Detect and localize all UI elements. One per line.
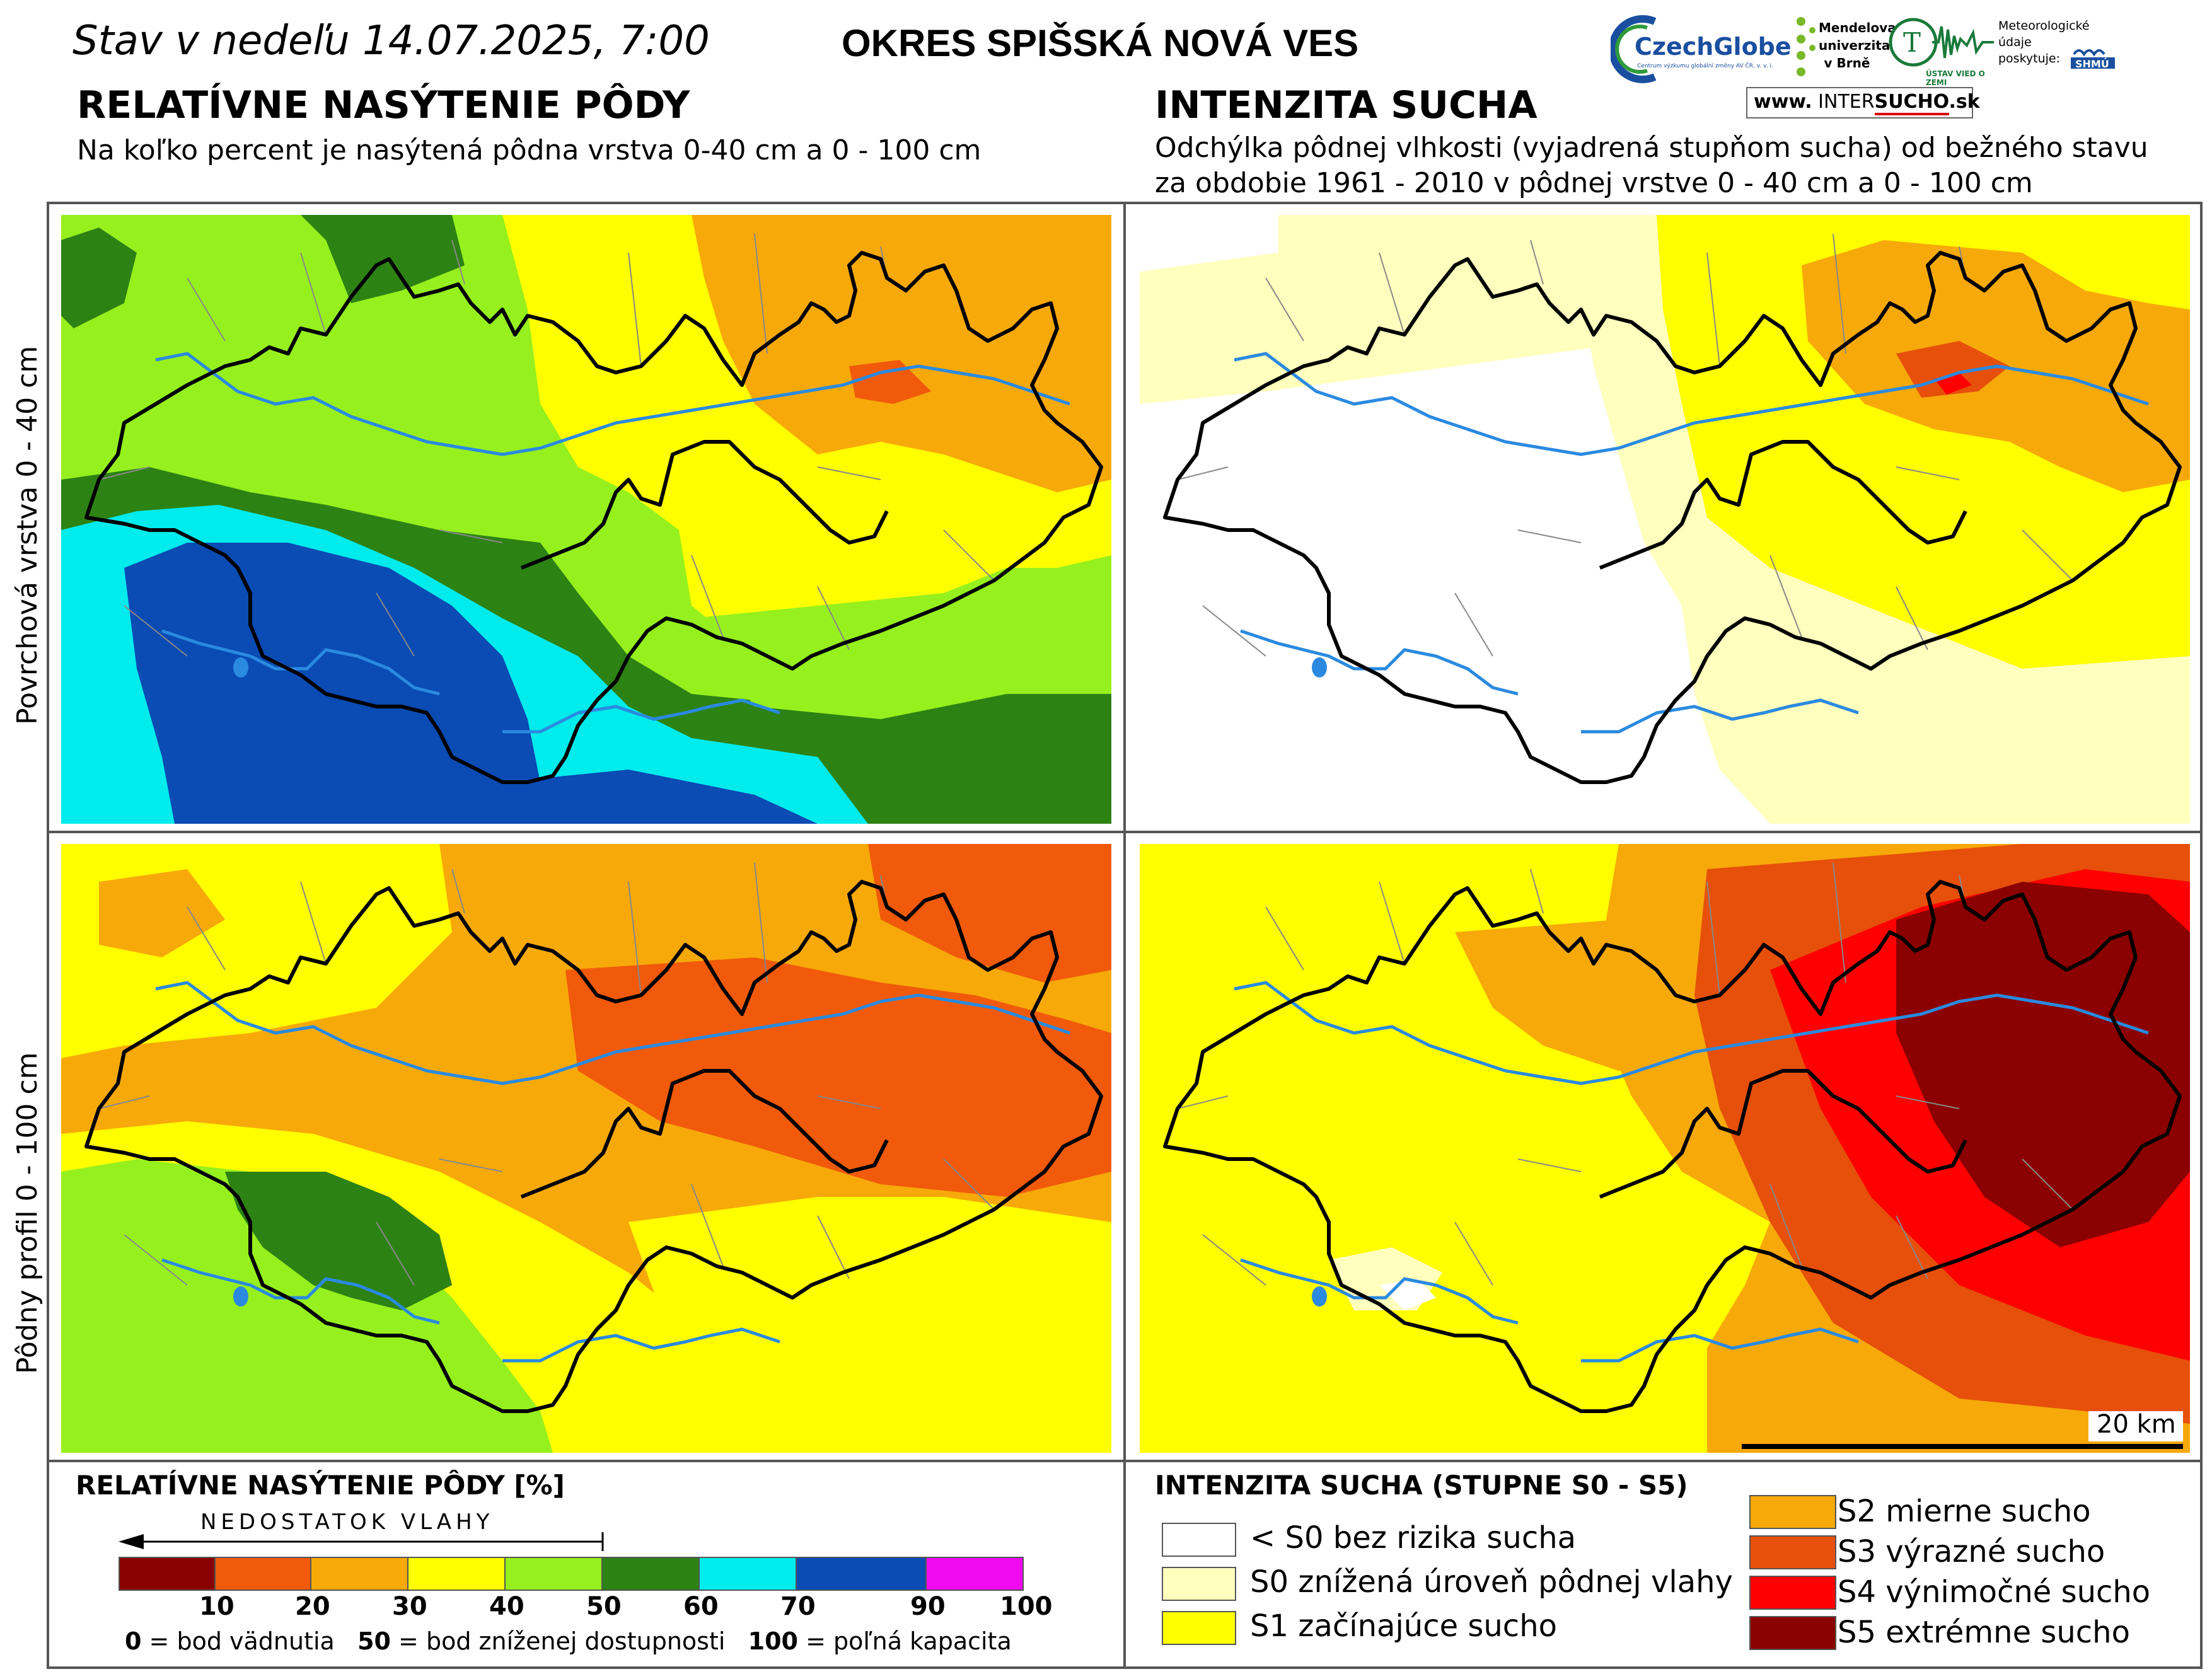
drought-swatch-s4 bbox=[1749, 1576, 1836, 1610]
drought-label-s5: S5 extrémne sucho bbox=[1838, 1615, 2130, 1650]
mendelu-name: Mendelova univerzita v Brně bbox=[1819, 20, 1896, 71]
drought-swatch-s2 bbox=[1749, 1495, 1836, 1529]
map-saturation-profile-svg bbox=[61, 844, 1111, 1453]
map-drought-profile-svg bbox=[1140, 844, 2190, 1453]
intersucho-inter: INTER bbox=[1818, 91, 1875, 113]
note-100-text: = poľná kapacita bbox=[798, 1627, 1012, 1655]
mendelu-dots-icon bbox=[1797, 17, 1815, 76]
map-drought-topsoil bbox=[1140, 215, 2190, 824]
drought-swatch-s0 bbox=[1162, 1567, 1236, 1601]
saturation-colorbar bbox=[119, 1557, 1026, 1591]
tick-100: 100 bbox=[1000, 1592, 1053, 1621]
note-0-text: = bod vädnutia bbox=[141, 1627, 335, 1655]
panel-divider-horizontal bbox=[47, 831, 2203, 833]
svg-text:T: T bbox=[1903, 27, 1921, 58]
saturation-subtitle: Na koľko percent je nasýtená pôdna vrstv… bbox=[77, 134, 982, 166]
drought-label-none: < S0 bez rizika sucha bbox=[1250, 1520, 1577, 1556]
tick-30: 30 bbox=[392, 1592, 427, 1621]
czechglobe-logo: CzechGlobe Centrum výzkumu globální změn… bbox=[1608, 14, 1793, 83]
intersucho-sucho: SUCHO bbox=[1874, 91, 1949, 115]
czechglobe-name: CzechGlobe bbox=[1635, 33, 1792, 61]
note-50-text: = bod zníženej dostupnosti bbox=[390, 1627, 726, 1655]
intersucho-logo: www. INTERSUCHO.sk bbox=[1746, 87, 1980, 118]
shmu-icon bbox=[2071, 49, 2115, 69]
deficit-arrow: NEDOSTATOK VLAHY bbox=[119, 1509, 604, 1554]
shmu-name: SHMÚ bbox=[2075, 58, 2109, 70]
mendelu-logo: Mendelova univerzita v Brně bbox=[1793, 14, 1896, 83]
drought-subtitle-line2: za obdobie 1961 - 2010 v pôdnej vrstve 0… bbox=[1155, 167, 2033, 199]
drought-swatch-s1 bbox=[1162, 1611, 1236, 1645]
czechglobe-logo-icon bbox=[1608, 15, 1657, 83]
drought-legend-title: INTENZITA SUCHA (STUPNE S0 - S5) bbox=[1155, 1470, 1688, 1501]
map-saturation-profile bbox=[61, 844, 1111, 1453]
drought-title: INTENZITA SUCHA bbox=[1155, 83, 1537, 127]
saturation-bin-50-60 bbox=[601, 1557, 700, 1591]
map-saturation-topsoil bbox=[61, 215, 1111, 824]
drought-legend-col2: S2 mierne sucho S3 výrazné sucho S4 výni… bbox=[1749, 1494, 2178, 1665]
tick-70: 70 bbox=[780, 1592, 816, 1621]
district-title: OKRES SPIŠSKÁ NOVÁ VES bbox=[842, 22, 1359, 64]
tick-50: 50 bbox=[586, 1592, 622, 1621]
uvzz-logo: T ÚSTAV VIED O ZEMI bbox=[1888, 14, 1995, 87]
shmu-logo: Meteorologické údaje poskytuje: SHMÚ bbox=[1998, 18, 2124, 81]
tick-40: 40 bbox=[489, 1592, 524, 1621]
map-drought-profile: 20 km bbox=[1140, 844, 2190, 1453]
tick-90: 90 bbox=[910, 1592, 946, 1621]
tick-10: 10 bbox=[199, 1592, 235, 1621]
saturation-legend-title: RELATÍVNE NASÝTENIE PÔDY [%] bbox=[76, 1470, 565, 1501]
saturation-bin-20-30 bbox=[310, 1557, 408, 1591]
saturation-title: RELATÍVNE NASÝTENIE PÔDY bbox=[77, 83, 690, 127]
note-50-value: 50 bbox=[357, 1627, 391, 1655]
seismogram-icon: T bbox=[1889, 18, 1994, 67]
drought-legend-col1: < S0 bez rizika sucha S0 znížená úroveň … bbox=[1162, 1519, 1761, 1658]
intersucho-domain: .sk bbox=[1949, 91, 1980, 113]
scale-bar-label: 20 km bbox=[2097, 1410, 2176, 1439]
intersucho-www: www. bbox=[1754, 91, 1812, 113]
row-label-profile: Pôdny profil 0 - 100 cm bbox=[11, 1052, 43, 1375]
row-label-topsoil: Povrchová vrstva 0 - 40 cm bbox=[11, 345, 43, 725]
date-label: Stav v nedeľu 14.07.2025, 7:00 bbox=[72, 18, 710, 64]
arrow-left-icon bbox=[119, 1532, 604, 1551]
czechglobe-subtitle: Centrum výzkumu globální změny AV ČR, v.… bbox=[1637, 63, 1773, 69]
tick-20: 20 bbox=[295, 1592, 330, 1621]
saturation-ticks: 10 20 30 40 50 60 70 90 100 bbox=[119, 1592, 1064, 1624]
drought-subtitle-line1: Odchýlka pôdnej vlhkosti (vyjadrená stup… bbox=[1155, 132, 2148, 164]
drought-swatch-none bbox=[1162, 1523, 1236, 1557]
uvzz-name: ÚSTAV VIED O ZEMI bbox=[1926, 69, 1985, 87]
drought-label-s2: S2 mierne sucho bbox=[1838, 1494, 2091, 1529]
meteo-provider-note: Meteorologické údaje poskytuje: bbox=[1998, 19, 2090, 66]
drought-swatch-s5 bbox=[1749, 1616, 1836, 1650]
map-saturation-topsoil-svg bbox=[61, 215, 1111, 824]
legend-divider bbox=[47, 1460, 2203, 1462]
saturation-bin-60-70 bbox=[698, 1557, 797, 1591]
deficit-arrow-label: NEDOSTATOK VLAHY bbox=[200, 1509, 494, 1535]
saturation-bin-10-20 bbox=[214, 1557, 311, 1591]
note-100-value: 100 bbox=[748, 1627, 798, 1655]
saturation-bin-90-100 bbox=[925, 1557, 1024, 1591]
saturation-bin-40-50 bbox=[504, 1557, 603, 1591]
saturation-bin-30-40 bbox=[407, 1557, 506, 1591]
drought-swatch-s3 bbox=[1749, 1535, 1836, 1569]
saturation-bin-0-10 bbox=[119, 1557, 216, 1591]
panel-divider-vertical bbox=[1123, 202, 1126, 1669]
note-0-value: 0 bbox=[125, 1627, 142, 1655]
drought-label-s4: S4 výnimočné sucho bbox=[1838, 1574, 2151, 1610]
drought-label-s3: S3 výrazné sucho bbox=[1838, 1534, 2105, 1569]
tick-60: 60 bbox=[683, 1592, 719, 1621]
drought-label-s0: S0 znížená úroveň pôdnej vlahy bbox=[1250, 1564, 1733, 1600]
drought-label-s1: S1 začínajúce sucho bbox=[1250, 1608, 1557, 1644]
map-drought-topsoil-svg bbox=[1140, 215, 2190, 824]
saturation-notes: 0 = bod vädnutia 50 = bod zníženej dostu… bbox=[125, 1627, 1012, 1655]
saturation-bin-70-90 bbox=[796, 1557, 927, 1591]
